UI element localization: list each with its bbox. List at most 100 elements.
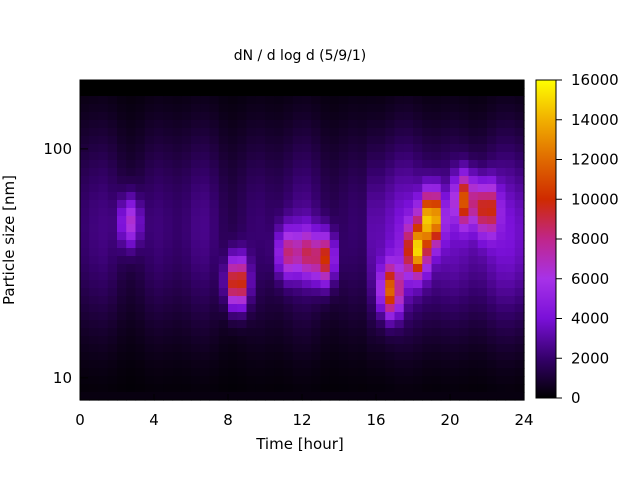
heatmap-cell [274,232,285,241]
heatmap-cell [403,136,414,145]
heatmap-cell [89,360,100,369]
heatmap-cell [376,224,386,233]
heatmap-cell [505,376,516,385]
heatmap-cell [329,128,340,137]
heatmap-cell [154,376,164,385]
heatmap-cell [144,168,155,177]
heatmap-cell [431,360,442,369]
heatmap-cell [394,128,405,137]
heatmap-cell [237,208,248,217]
heatmap-cell [311,136,322,145]
heatmap-cell [440,384,451,393]
heatmap-cell [135,136,146,145]
heatmap-cell [144,104,155,113]
heatmap-cell [163,112,174,121]
heatmap-cell [366,280,377,289]
heatmap-cell [200,88,211,97]
heatmap-cell [385,192,396,201]
heatmap-cell [487,232,497,241]
heatmap-cell [385,296,396,305]
heatmap-cell [144,224,155,233]
heatmap-cell [292,328,303,337]
heatmap-cell [191,368,201,377]
heatmap-cell [237,320,248,329]
heatmap-cell [98,336,109,345]
heatmap-cell [505,160,516,169]
heatmap-cell [311,240,322,249]
heatmap-cell [107,256,118,265]
heatmap-cell [80,328,90,337]
heatmap-cell [514,128,525,137]
heatmap-cell [422,224,433,233]
heatmap-cell [117,152,127,161]
heatmap-cell [320,128,331,137]
heatmap-cell [255,304,266,313]
heatmap-cell [468,232,479,241]
heatmap-cell [487,216,497,225]
heatmap-cell [98,296,109,305]
heatmap-cell [117,80,127,89]
heatmap-cell [394,296,405,305]
heatmap-cell [237,96,248,105]
heatmap-cell [117,136,127,145]
heatmap-cell [302,104,312,113]
heatmap-cell [450,360,460,369]
heatmap-cell [403,288,414,297]
heatmap-cell [311,152,322,161]
heatmap-cell [357,128,368,137]
heatmap-cell [487,344,497,353]
heatmap-cell [265,336,275,345]
heatmap-cell [366,320,377,329]
heatmap-cell [283,80,294,89]
heatmap-cell [431,288,442,297]
heatmap-cell [154,96,164,105]
heatmap-cell [246,104,257,113]
heatmap-cell [403,264,414,273]
heatmap-cell [514,216,525,225]
heatmap-cell [265,256,275,265]
heatmap-cell [163,184,174,193]
heatmap-cell [468,240,479,249]
heatmap-cell [477,168,488,177]
heatmap-cell [366,376,377,385]
heatmap-cell [209,296,220,305]
heatmap-cell [422,176,433,185]
heatmap-cell [117,144,127,153]
heatmap-cell [292,288,303,297]
heatmap-cell [89,160,100,169]
heatmap-cell [255,224,266,233]
heatmap-cell [218,304,229,313]
heatmap-cell [496,224,507,233]
heatmap-cell [228,152,238,161]
heatmap-cell [459,344,470,353]
heatmap-cell [477,264,488,273]
heatmap-cell [172,208,183,217]
heatmap-cell [274,208,285,217]
heatmap-cell [422,128,433,137]
heatmap-cell [339,96,349,105]
heatmap-cell [487,176,497,185]
heatmap-cell [135,144,146,153]
heatmap-cell [154,304,164,313]
heatmap-cell [154,176,164,185]
heatmap-cell [431,88,442,97]
heatmap-cell [348,96,359,105]
heatmap-cell [237,256,248,265]
heatmap-cell [431,384,442,393]
heatmap-cell [329,304,340,313]
heatmap-cell [302,96,312,105]
heatmap-cell [459,392,470,401]
heatmap-cell [283,336,294,345]
heatmap-cell [450,320,460,329]
heatmap-cell [440,392,451,401]
heatmap-cell [413,352,423,361]
heatmap-cell [514,280,525,289]
heatmap-cell [339,128,349,137]
heatmap-cell [339,384,349,393]
heatmap-cell [163,272,174,281]
heatmap-cell [320,344,331,353]
heatmap-cell [339,88,349,97]
heatmap-cell [172,368,183,377]
heatmap-cell [487,120,497,129]
heatmap-cell [468,344,479,353]
